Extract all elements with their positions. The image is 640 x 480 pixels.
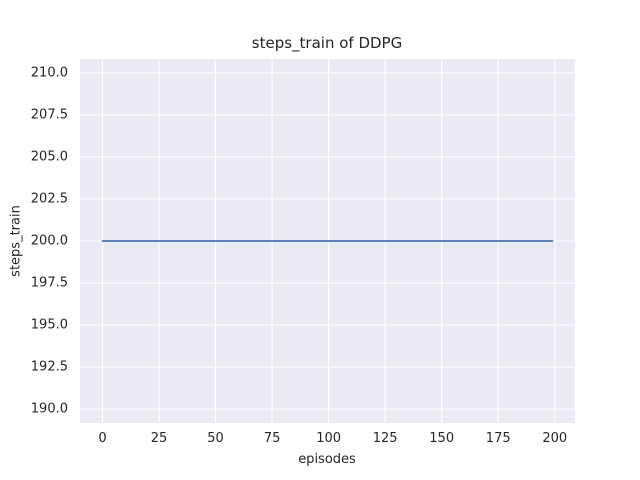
- x-tick-label: 150: [429, 431, 455, 446]
- y-axis-label: steps_train: [8, 205, 24, 277]
- x-tick-label: 25: [150, 431, 168, 446]
- y-tick-label: 197.5: [30, 275, 68, 291]
- y-tick-label: 205.0: [30, 149, 68, 165]
- y-tick-label: 192.5: [30, 359, 68, 375]
- x-tick-label: 200: [542, 431, 568, 446]
- y-tick-label: 200.0: [30, 233, 68, 249]
- y-tick-label: 202.5: [30, 191, 68, 207]
- y-tick-label: 207.5: [30, 107, 68, 123]
- x-axis-label: episodes: [298, 452, 356, 467]
- y-tick-label: 195.0: [30, 317, 68, 333]
- x-tick-label: 100: [316, 431, 342, 446]
- y-tick-label: 190.0: [30, 401, 68, 417]
- x-tick-label: 125: [372, 431, 398, 446]
- x-tick-label: 50: [207, 431, 224, 446]
- x-tick-label: 0: [98, 431, 107, 446]
- x-tick-label: 175: [485, 431, 511, 446]
- y-tick-label: 210.0: [30, 65, 68, 81]
- chart-title: steps_train of DDPG: [251, 34, 403, 52]
- x-tick-label: 75: [263, 431, 281, 446]
